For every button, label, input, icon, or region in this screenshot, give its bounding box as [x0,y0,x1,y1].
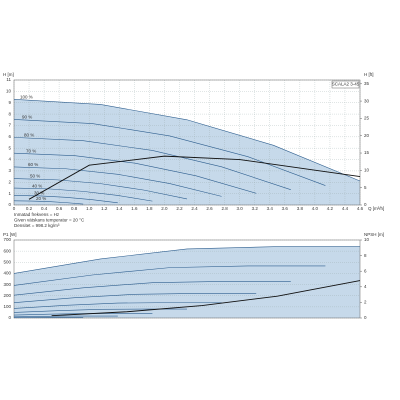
y2-tick-label: 25 [364,116,370,121]
speed-label: 60 % [28,162,38,167]
x-tick-label: 1.2 [101,206,108,211]
y2-axis-label: NPSH [m] [364,232,384,237]
x-tick-label: 0.8 [71,206,78,211]
y-tick-label: 2 [8,179,11,184]
x-tick-label: 0.4 [41,206,48,211]
x-tick-label: 2.6 [206,206,213,211]
y2-tick-label: 8 [364,253,367,258]
y-tick-label: 7 [8,123,11,128]
y-tick-label: 5 [8,145,11,150]
y-axis-label: P1 [W] [3,232,17,237]
y-tick-label: 10 [6,89,12,94]
curve [13,281,291,296]
x-tick-label: 3.0 [237,206,244,211]
y-tick-label: 300 [3,282,11,287]
y-tick-label: 11 [6,77,11,82]
x-axis-label: Q [m³/h] [368,206,384,211]
y-tick-label: 6 [8,134,11,139]
y2-tick-label: 20 [364,133,370,138]
speed-label: 70 % [26,148,36,153]
x-tick-label: 2.0 [161,206,168,211]
plot-frame [13,239,361,319]
speed-label: 40 % [32,183,42,188]
y-tick-label: 200 [3,293,11,298]
speed-label: 20 % [36,196,46,201]
speed-label: 50 % [30,174,40,179]
model-box [331,80,360,89]
x-tick-label: 1.4 [116,206,123,211]
y2-tick-label: 4 [364,284,367,289]
y2-tick-label: 10 [364,168,370,173]
x-tick-label: 3.6 [282,206,289,211]
x-tick-label: 2.8 [221,206,228,211]
x-tick-label: 2.2 [176,206,183,211]
x-tick-label: 4.6 [357,206,364,211]
plot-frame [13,79,361,206]
model-name: SCALA2 3-45 [332,82,360,87]
curve [13,315,118,318]
curve [51,280,361,317]
x-tick-label: 1.8 [146,206,153,211]
y-tick-label: 4 [8,157,11,162]
y2-tick-label: 2 [364,300,367,305]
x-tick-label: 1.6 [131,206,138,211]
note: Given vätskans temperatur = 20 °C [14,218,85,223]
x-tick-label: 4.2 [327,206,334,211]
note: Inmatad frekvens = Hz [14,212,60,217]
y2-tick-label: 5 [364,185,367,190]
curve [13,119,326,186]
curve [13,187,153,202]
curve [13,265,326,286]
curve [13,246,360,274]
operating-area [14,99,360,205]
speed-label: 90 % [22,115,32,120]
y2-axis-label: H [ft] [364,72,374,77]
x-tick-label: 1.0 [86,206,93,211]
curve [13,293,257,304]
curve [28,155,361,200]
curve [13,99,361,182]
curve [13,313,153,316]
y2-tick-label: 30 [364,98,370,103]
y-tick-label: 700 [3,237,11,242]
y2-tick-label: 10 [364,237,370,242]
y-tick-label: 0 [8,202,11,207]
x-tick-label: 3.4 [267,206,274,211]
y-tick-label: 0 [8,315,11,320]
curve [13,195,118,204]
speed-label: 100 % [20,95,33,100]
x-tick-label: 0.6 [56,206,63,211]
x-tick-label: 4.0 [312,206,319,211]
y-tick-label: 8 [8,111,11,116]
curve [13,178,188,200]
x-tick-label: 0 [13,206,16,211]
y2-tick-label: 0 [364,315,367,320]
curve [13,166,222,197]
curve [13,302,222,309]
y-tick-label: 600 [3,248,11,253]
x-tick-label: 3.8 [297,206,304,211]
x-tick-label: 2.4 [191,206,198,211]
curve [13,200,84,205]
y-tick-label: 3 [8,168,11,173]
y-tick-label: 400 [3,271,11,276]
y-tick-label: 100 [3,304,11,309]
x-tick-label: 4.4 [342,206,349,211]
y2-tick-label: 6 [364,268,367,273]
x-tick-label: 0.2 [26,206,33,211]
note: Densitet = 998.2 kg/m³ [14,223,60,228]
curve [13,152,257,194]
y2-tick-label: 35 [364,81,370,86]
y2-tick-label: 15 [364,150,370,155]
y-tick-label: 9 [8,100,11,105]
y-axis-label: H [m] [3,72,14,77]
y2-tick-label: 0 [364,202,367,207]
y-tick-label: 500 [3,259,11,264]
y-tick-label: 1 [8,191,11,196]
x-tick-label: 3.2 [252,206,259,211]
speed-label: 80 % [24,133,34,138]
curve [13,137,291,190]
